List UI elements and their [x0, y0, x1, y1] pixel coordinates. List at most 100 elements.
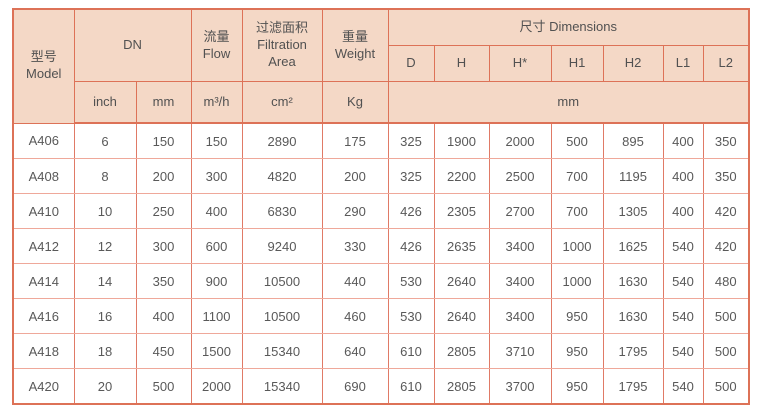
value-cell: 3400 [488, 298, 552, 334]
value-cell: 200 [321, 158, 389, 194]
col-header-model-zh: 型号 [30, 49, 57, 65]
value-cell: 330 [321, 228, 389, 264]
value-cell: 2305 [433, 193, 490, 229]
value-cell: 400 [190, 193, 243, 229]
col-header-flow-en: Flow [202, 45, 231, 61]
value-cell: 500 [702, 333, 750, 369]
value-cell: 290 [321, 193, 389, 229]
model-cell: A406 [12, 122, 75, 159]
value-cell: 15340 [241, 368, 323, 405]
value-cell: 400 [662, 193, 704, 229]
model-cell: A418 [12, 333, 75, 369]
value-cell: 18 [73, 333, 137, 369]
col-header-l1: L1 [662, 45, 704, 82]
model-cell: A412 [12, 228, 75, 264]
value-cell: 8 [73, 158, 137, 194]
value-cell: 1625 [602, 228, 664, 264]
value-cell: 3400 [488, 228, 552, 264]
value-cell: 3710 [488, 333, 552, 369]
value-cell: 200 [135, 158, 192, 194]
model-cell: A414 [12, 263, 75, 299]
model-cell: A410 [12, 193, 75, 229]
model-cell: A408 [12, 158, 75, 194]
value-cell: 540 [662, 333, 704, 369]
value-cell: 450 [135, 333, 192, 369]
value-cell: 540 [662, 228, 704, 264]
value-cell: 400 [662, 158, 704, 194]
value-cell: 1630 [602, 263, 664, 299]
value-cell: 690 [321, 368, 389, 405]
value-cell: 325 [387, 122, 435, 159]
value-cell: 950 [550, 368, 604, 405]
value-cell: 426 [387, 193, 435, 229]
value-cell: 420 [702, 228, 750, 264]
header-row-1: 型号 Model DN 流量 Flow 过滤面积 Filtration Area… [12, 8, 750, 124]
value-cell: 500 [702, 368, 750, 405]
value-cell: 1630 [602, 298, 664, 334]
value-cell: 2635 [433, 228, 490, 264]
value-cell: 1000 [550, 263, 604, 299]
table-row: A418 18 450 1500 15340 640 610 2805 3710 950 1795 5… [12, 333, 750, 369]
value-cell: 10500 [241, 263, 323, 299]
value-cell: 640 [321, 333, 389, 369]
value-cell: 610 [387, 333, 435, 369]
value-cell: 3400 [488, 263, 552, 299]
value-cell: 1100 [190, 298, 243, 334]
col-header-weight-en: Weight [334, 45, 376, 61]
table-row: A416 16 400 1100 10500 460 530 2640 3400 950 1630 5… [12, 298, 750, 334]
unit-area: cm² [241, 81, 323, 124]
table-row: A410 10 250 400 6830 290 426 2305 2700 700 1305 400… [12, 193, 750, 229]
value-cell: 4820 [241, 158, 323, 194]
col-header-h2: H2 [602, 45, 664, 82]
value-cell: 14 [73, 263, 137, 299]
value-cell: 500 [135, 368, 192, 405]
col-header-weight: 重量 Weight [321, 8, 389, 82]
value-cell: 950 [550, 333, 604, 369]
value-cell: 10 [73, 193, 137, 229]
value-cell: 420 [702, 193, 750, 229]
value-cell: 530 [387, 298, 435, 334]
col-header-model: 型号 Model [12, 8, 75, 124]
table-row: A408 8 200 300 4820 200 325 2200 2500 700 1195 400 3… [12, 158, 750, 194]
value-cell: 175 [321, 122, 389, 159]
value-cell: 3700 [488, 368, 552, 405]
value-cell: 2700 [488, 193, 552, 229]
value-cell: 2000 [190, 368, 243, 405]
header-row-2: D H H* H1 H2 L1 L2 [13, 45, 750, 82]
value-cell: 540 [662, 368, 704, 405]
value-cell: 2000 [488, 122, 552, 159]
unit-mm: mm [135, 81, 192, 124]
col-header-flow: 流量 Flow [190, 8, 243, 82]
spec-table: 型号 Model DN 流量 Flow 过滤面积 Filtration Area… [12, 8, 750, 405]
value-cell: 9240 [241, 228, 323, 264]
unit-weight: Kg [321, 81, 389, 124]
value-cell: 150 [190, 122, 243, 159]
value-cell: 480 [702, 263, 750, 299]
value-cell: 1795 [602, 333, 664, 369]
value-cell: 2200 [433, 158, 490, 194]
col-header-h1: H1 [550, 45, 604, 82]
value-cell: 900 [190, 263, 243, 299]
table-header: 型号 Model DN 流量 Flow 过滤面积 Filtration Area… [12, 8, 750, 124]
value-cell: 530 [387, 263, 435, 299]
value-cell: 6830 [241, 193, 323, 229]
col-header-l2: L2 [702, 45, 750, 82]
value-cell: 1195 [602, 158, 664, 194]
col-header-model-en: Model [26, 66, 62, 82]
value-cell: 300 [190, 158, 243, 194]
value-cell: 2805 [433, 368, 490, 405]
col-header-filtration-area: 过滤面积 Filtration Area [241, 8, 323, 82]
value-cell: 12 [73, 228, 137, 264]
col-header-filtration-zh: 过滤面积 [255, 20, 308, 36]
value-cell: 1795 [602, 368, 664, 405]
value-cell: 350 [702, 122, 750, 159]
value-cell: 2890 [241, 122, 323, 159]
col-header-dn: DN [73, 8, 192, 82]
value-cell: 540 [662, 298, 704, 334]
col-header-d: D [387, 45, 435, 82]
value-cell: 350 [135, 263, 192, 299]
table-row: A406 6 150 150 2890 175 325 1900 2000 500 895 400 35… [12, 122, 750, 159]
value-cell: 1000 [550, 228, 604, 264]
value-cell: 540 [662, 263, 704, 299]
value-cell: 440 [321, 263, 389, 299]
